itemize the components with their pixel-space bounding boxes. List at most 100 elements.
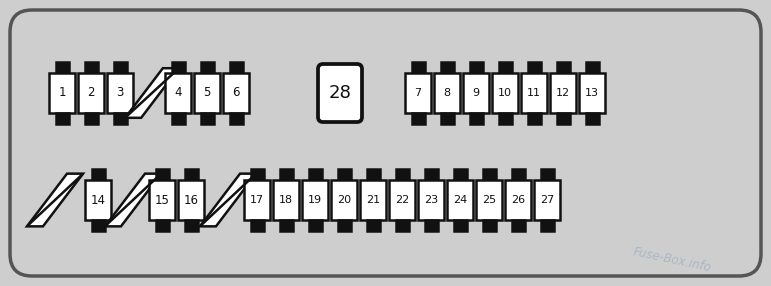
Bar bbox=[280, 169, 292, 180]
FancyBboxPatch shape bbox=[318, 64, 362, 122]
Bar bbox=[251, 169, 264, 180]
Text: 16: 16 bbox=[183, 194, 198, 206]
Text: 22: 22 bbox=[395, 195, 409, 205]
Bar bbox=[540, 169, 554, 180]
Bar bbox=[527, 62, 540, 73]
Text: 12: 12 bbox=[556, 88, 570, 98]
Text: 2: 2 bbox=[87, 86, 95, 100]
Text: 17: 17 bbox=[250, 195, 264, 205]
Bar bbox=[505, 180, 531, 220]
Bar bbox=[534, 180, 560, 220]
Text: 8: 8 bbox=[443, 88, 450, 98]
Polygon shape bbox=[200, 174, 256, 226]
Bar bbox=[200, 62, 214, 73]
Bar bbox=[171, 113, 184, 124]
Bar bbox=[338, 220, 351, 231]
Bar bbox=[308, 220, 322, 231]
Bar bbox=[156, 169, 169, 180]
Bar bbox=[557, 62, 570, 73]
Bar bbox=[85, 180, 111, 220]
Bar bbox=[366, 169, 379, 180]
Bar bbox=[499, 62, 511, 73]
Text: 7: 7 bbox=[415, 88, 422, 98]
Bar bbox=[338, 169, 351, 180]
Bar bbox=[440, 62, 453, 73]
Text: 13: 13 bbox=[585, 88, 599, 98]
Bar bbox=[440, 113, 453, 124]
Bar bbox=[550, 73, 576, 113]
Bar bbox=[521, 73, 547, 113]
Bar bbox=[492, 73, 518, 113]
Bar bbox=[511, 169, 524, 180]
Bar bbox=[585, 113, 598, 124]
Bar bbox=[78, 73, 104, 113]
Bar bbox=[453, 169, 466, 180]
Text: 24: 24 bbox=[453, 195, 467, 205]
Text: 11: 11 bbox=[527, 88, 541, 98]
Bar bbox=[470, 113, 483, 124]
Bar bbox=[412, 62, 425, 73]
Text: 23: 23 bbox=[424, 195, 438, 205]
Bar bbox=[483, 169, 496, 180]
Bar bbox=[244, 180, 270, 220]
Bar bbox=[453, 220, 466, 231]
FancyBboxPatch shape bbox=[10, 10, 761, 276]
Bar bbox=[85, 62, 97, 73]
Bar bbox=[56, 113, 69, 124]
Text: 3: 3 bbox=[116, 86, 123, 100]
Text: 15: 15 bbox=[154, 194, 170, 206]
Text: 28: 28 bbox=[328, 84, 352, 102]
Bar bbox=[499, 113, 511, 124]
Bar bbox=[405, 73, 431, 113]
Bar bbox=[447, 180, 473, 220]
Bar bbox=[463, 73, 489, 113]
Bar bbox=[331, 180, 357, 220]
Bar bbox=[434, 73, 460, 113]
Text: 20: 20 bbox=[337, 195, 351, 205]
Polygon shape bbox=[27, 174, 83, 226]
Bar bbox=[585, 62, 598, 73]
Bar bbox=[366, 220, 379, 231]
Bar bbox=[230, 62, 243, 73]
Bar bbox=[557, 113, 570, 124]
Bar bbox=[360, 180, 386, 220]
Bar bbox=[178, 180, 204, 220]
Bar bbox=[412, 113, 425, 124]
Bar bbox=[107, 73, 133, 113]
Bar bbox=[56, 62, 69, 73]
Bar bbox=[280, 220, 292, 231]
Text: 21: 21 bbox=[366, 195, 380, 205]
Bar bbox=[92, 169, 105, 180]
Text: 26: 26 bbox=[511, 195, 525, 205]
Bar bbox=[425, 220, 437, 231]
Bar bbox=[230, 113, 243, 124]
Bar bbox=[92, 220, 105, 231]
Bar bbox=[302, 180, 328, 220]
Bar bbox=[165, 73, 191, 113]
Bar bbox=[540, 220, 554, 231]
Text: 4: 4 bbox=[174, 86, 182, 100]
Bar bbox=[113, 113, 126, 124]
Bar bbox=[470, 62, 483, 73]
Text: 10: 10 bbox=[498, 88, 512, 98]
Bar bbox=[171, 62, 184, 73]
Text: Fuse-Box.info: Fuse-Box.info bbox=[631, 245, 712, 275]
Bar bbox=[156, 220, 169, 231]
Bar bbox=[273, 180, 299, 220]
Bar bbox=[308, 169, 322, 180]
Bar bbox=[579, 73, 605, 113]
Bar bbox=[418, 180, 444, 220]
Polygon shape bbox=[125, 68, 179, 118]
Text: 5: 5 bbox=[204, 86, 210, 100]
Bar bbox=[184, 169, 197, 180]
Bar bbox=[184, 220, 197, 231]
Text: 1: 1 bbox=[59, 86, 66, 100]
Polygon shape bbox=[105, 174, 161, 226]
Bar bbox=[200, 113, 214, 124]
Bar bbox=[149, 180, 175, 220]
Bar bbox=[511, 220, 524, 231]
Bar bbox=[425, 169, 437, 180]
Bar bbox=[476, 180, 502, 220]
Bar bbox=[527, 113, 540, 124]
Bar bbox=[389, 180, 415, 220]
